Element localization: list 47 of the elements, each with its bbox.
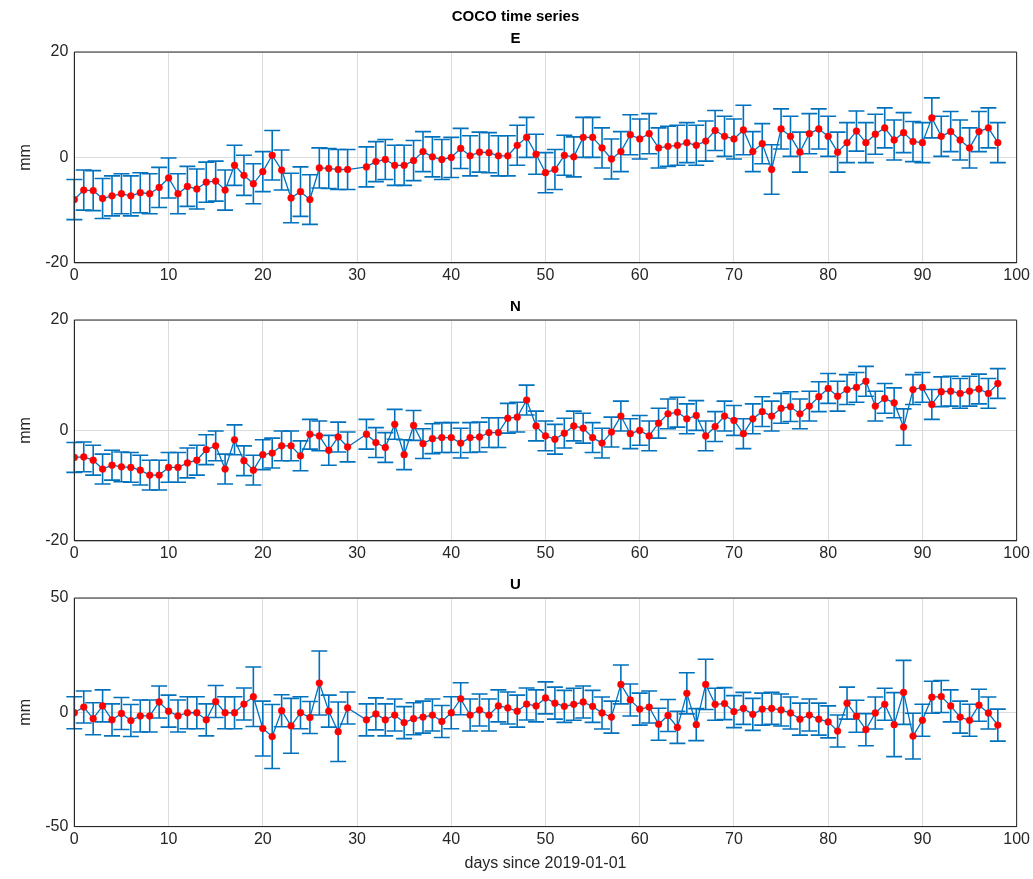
y-tick-label: 20	[50, 42, 69, 60]
x-tick-label: 20	[253, 543, 272, 561]
chart-title: N	[510, 297, 521, 315]
x-tick-label: 60	[630, 543, 649, 561]
chart-title: U	[510, 575, 521, 593]
x-tick-label: 90	[913, 265, 932, 283]
x-tick-label: 20	[253, 265, 272, 283]
x-tick-label: 100	[1003, 829, 1031, 847]
x-tick-label: 60	[630, 829, 649, 847]
y-axis-title: mm	[16, 144, 34, 171]
y-tick-label: 0	[59, 420, 69, 438]
x-tick-label: 30	[348, 265, 367, 283]
chart-subtitle: E	[510, 29, 521, 47]
y-axis-title: mm	[16, 698, 34, 726]
x-tick-label: 70	[725, 543, 743, 561]
y-tick-label: -20	[45, 253, 69, 271]
x-tick-label: 50	[536, 829, 555, 847]
x-tick-label: 90	[913, 543, 932, 561]
x-tick-label: 40	[442, 829, 461, 847]
x-tick-label: 100	[1003, 265, 1031, 283]
x-tick-label: 30	[348, 829, 367, 847]
y-tick-label: 0	[59, 147, 69, 165]
x-tick-label: 80	[819, 543, 838, 561]
y-tick-label: 20	[50, 310, 69, 328]
x-tick-label: 40	[442, 543, 461, 561]
x-tick-label: 50	[536, 265, 555, 283]
x-tick-label: 80	[819, 829, 838, 847]
x-tick-label: 70	[725, 265, 743, 283]
x-tick-label: 10	[159, 265, 178, 283]
x-tick-label: 90	[913, 829, 932, 847]
x-tick-label: 60	[630, 265, 649, 283]
x-tick-label: 10	[159, 829, 178, 847]
chart-title: COCO time series	[451, 7, 580, 25]
x-tick-label: 70	[725, 829, 743, 847]
x-tick-label: 40	[442, 265, 461, 283]
y-tick-label: 50	[50, 588, 69, 606]
x-tick-label: 30	[348, 543, 367, 561]
y-tick-label: -50	[45, 817, 69, 835]
y-tick-label: -20	[45, 531, 69, 549]
x-tick-label: 10	[159, 543, 178, 561]
x-tick-label: 80	[819, 265, 838, 283]
x-axis-title: days since 2019-01-01	[464, 853, 627, 871]
x-tick-label: 20	[253, 829, 272, 847]
x-tick-label: 100	[1003, 543, 1031, 561]
x-tick-label: 50	[536, 543, 555, 561]
y-axis-title: mm	[16, 417, 34, 444]
y-tick-label: 0	[59, 702, 69, 720]
